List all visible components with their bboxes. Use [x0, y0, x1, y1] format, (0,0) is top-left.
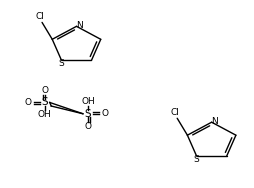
Text: S: S	[193, 155, 199, 164]
Text: S: S	[84, 109, 91, 119]
Text: OH: OH	[38, 110, 51, 119]
Text: O: O	[24, 98, 31, 107]
Text: N: N	[75, 21, 82, 30]
Text: Cl: Cl	[169, 108, 178, 117]
Text: S: S	[58, 59, 64, 68]
Text: N: N	[210, 117, 217, 126]
Text: O: O	[101, 109, 108, 118]
Text: OH: OH	[81, 97, 94, 106]
Text: O: O	[84, 122, 91, 131]
Text: S: S	[41, 97, 48, 108]
Text: O: O	[41, 86, 48, 95]
Text: Cl: Cl	[35, 12, 44, 21]
